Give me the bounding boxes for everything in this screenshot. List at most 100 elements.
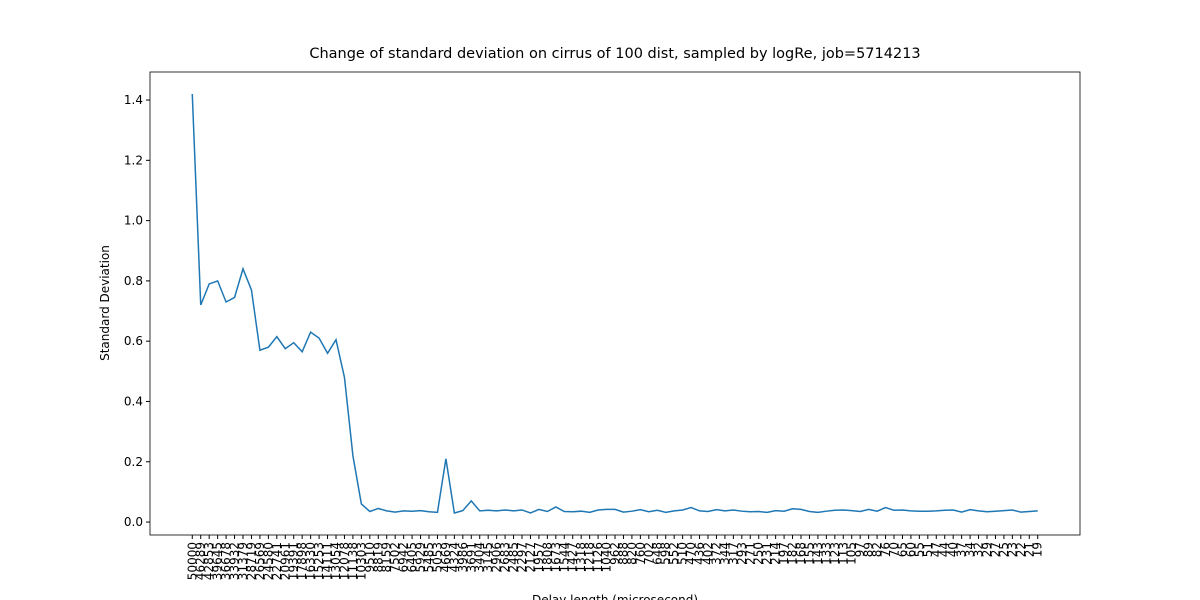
x-tick-label: 13054: [329, 542, 343, 580]
x-tick-label: 36678: [219, 542, 233, 580]
x-tick-label: 250: [752, 542, 766, 565]
x-tick-label: 470: [684, 542, 698, 565]
x-tick-label: 5929: [414, 542, 428, 573]
x-tick-label: 33932: [228, 542, 242, 580]
x-tick-label: 820: [625, 542, 639, 565]
x-tick-label: 1808: [540, 542, 554, 573]
x-tick-label: 1427: [566, 542, 580, 573]
y-tick-label: 0.4: [124, 394, 143, 408]
y-tick-label: 0.0: [124, 515, 143, 529]
x-tick-label: 1957: [532, 542, 546, 573]
x-tick-label: 702: [642, 542, 656, 565]
x-tick-label: 16330: [304, 542, 318, 580]
x-tick-label: 182: [786, 542, 800, 565]
x-tick-label: 46289: [194, 542, 208, 580]
x-tick-label: 372: [709, 542, 723, 565]
data-line: [191, 93, 1038, 514]
x-tick-label: 2485: [507, 542, 521, 573]
x-tick-label: 1318: [574, 542, 588, 573]
x-tick-label: 3145: [481, 542, 495, 573]
plot-frame: [149, 71, 1081, 536]
x-tick-label: 436: [693, 542, 707, 565]
x-tick-label: 8819: [371, 542, 385, 573]
x-tick-label: 8159: [380, 542, 394, 573]
chart-title: Change of standard deviation on cirrus o…: [309, 46, 920, 62]
x-tick-label: 6405: [405, 542, 419, 573]
x-tick-label: 344: [718, 542, 732, 565]
x-tick-label: 55: [912, 542, 926, 557]
x-tick-label: 22: [1014, 542, 1028, 557]
x-tick-label: 9510: [363, 542, 377, 573]
x-tick-label: 60: [904, 542, 918, 557]
x-tick-label: 50000: [185, 542, 199, 580]
x-tick-label: 133: [819, 542, 833, 565]
x-tick-label: 6942: [397, 542, 411, 573]
x-tick-label: 2906: [490, 542, 504, 573]
x-tick-label: 113: [836, 542, 850, 565]
x-tick-label: 29: [980, 542, 994, 557]
x-tick-label: 51: [921, 542, 935, 557]
x-tick-label: 24580: [261, 542, 275, 580]
x-tick-label: 3986: [456, 542, 470, 573]
x-tick-label: 4324: [447, 542, 461, 573]
x-tick-label: 598: [659, 542, 673, 565]
x-tick-label: 47: [929, 542, 943, 557]
y-tick-label: 1.0: [124, 214, 143, 228]
x-tick-label: 2297: [515, 542, 529, 573]
y-tick-label: 1.2: [124, 153, 143, 167]
x-tick-label: 40: [946, 542, 960, 557]
y-tick-label: 0.8: [124, 274, 143, 288]
x-tick-label: 39645: [211, 542, 225, 580]
x-tick-label: 760: [633, 542, 647, 565]
x-tick-label: 5053: [430, 542, 444, 573]
x-tick-label: 105: [845, 542, 859, 565]
x-tick-label: 19391: [287, 542, 301, 580]
y-tick-label: 0.6: [124, 334, 143, 348]
x-tick-label: 14111: [321, 542, 335, 580]
x-tick-label: 648: [650, 542, 664, 565]
x-tick-label: 4669: [439, 542, 453, 573]
x-tick-label: 888: [616, 542, 630, 565]
x-tick-label: 3404: [473, 542, 487, 573]
x-tick-label: 123: [828, 542, 842, 565]
x-tick-label: 97: [853, 542, 867, 557]
x-tick-label: 44: [938, 542, 952, 557]
x-tick-label: 1218: [583, 542, 597, 573]
x-tick-label: 3691: [464, 542, 478, 573]
x-tick-label: 89: [862, 542, 876, 557]
x-tick-label: 19: [1031, 542, 1045, 557]
x-tick-label: 28719: [244, 542, 258, 580]
x-tick-label: 25: [997, 542, 1011, 557]
x-tick-label: 962: [608, 542, 622, 565]
x-tick-label: 32: [972, 542, 986, 557]
x-tick-label: 10303: [354, 542, 368, 580]
x-tick-label: 37: [955, 542, 969, 557]
x-tick-label: 17898: [295, 542, 309, 580]
x-tick-label: 1673: [549, 542, 563, 573]
x-tick-label: 82: [870, 542, 884, 557]
x-tick-label: 2683: [498, 542, 512, 573]
x-tick-label: 65: [895, 542, 909, 557]
x-tick-label: 231: [760, 542, 774, 565]
x-tick-label: 197: [777, 542, 791, 565]
x-tick-label: 293: [735, 542, 749, 565]
y-axis-label: Standard Deviation: [98, 245, 112, 361]
y-tick-label: 0.2: [124, 455, 143, 469]
x-tick-label: 12078: [337, 542, 351, 580]
x-axis-label: Delay length (microsecond): [532, 593, 698, 600]
x-tick-label: 31379: [236, 542, 250, 580]
x-tick-label: 34: [963, 542, 977, 557]
x-tick-label: 76: [879, 542, 893, 557]
x-tick-label: 15253: [312, 542, 326, 580]
x-tick-label: 214: [769, 542, 783, 565]
x-tick-label: 11138: [346, 542, 360, 580]
x-tick-label: 402: [701, 542, 715, 565]
x-tick-label: 27: [988, 542, 1002, 557]
x-tick-label: 1040: [600, 542, 614, 573]
x-tick-label: 510: [676, 542, 690, 565]
x-tick-label: 2127: [523, 542, 537, 573]
x-tick-label: 23: [1005, 542, 1019, 557]
x-tick-label: 1126: [591, 542, 605, 573]
x-tick-label: 317: [726, 542, 740, 565]
